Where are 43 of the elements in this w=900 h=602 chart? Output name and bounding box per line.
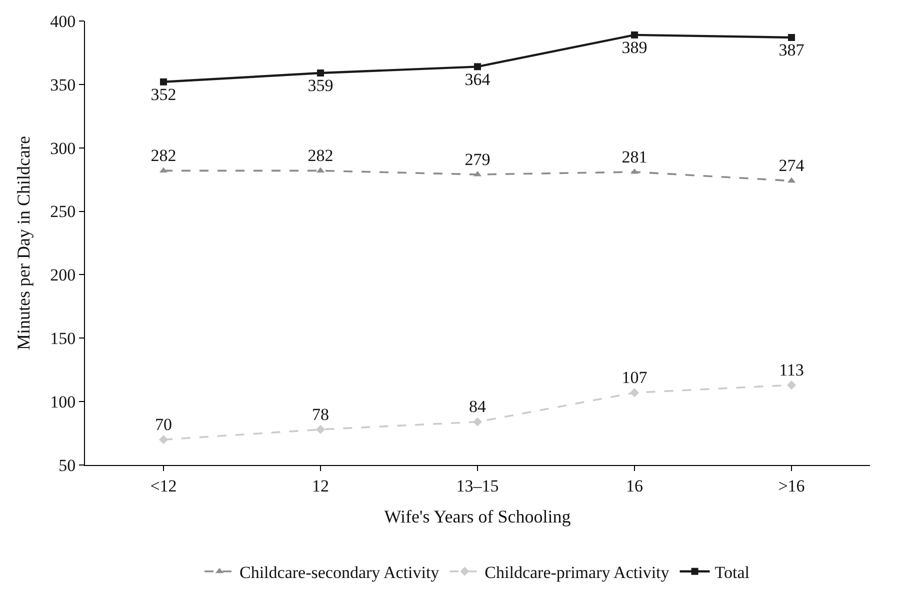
x-tick-label: 13–15: [456, 476, 499, 496]
data-label: 78: [312, 404, 329, 424]
x-axis-title: Wife's Years of Schooling: [384, 506, 571, 526]
data-label: 282: [308, 146, 334, 166]
x-tick-label: 16: [626, 476, 643, 496]
y-tick-label: 400: [50, 12, 76, 31]
point: [630, 388, 640, 398]
data-label: 364: [464, 70, 491, 89]
point: [631, 31, 638, 38]
data-label: 282: [150, 146, 176, 166]
data-label: 107: [622, 368, 648, 388]
point: [474, 63, 481, 70]
x-tick-label: <12: [150, 476, 177, 496]
point: [788, 34, 795, 41]
data-label: 281: [622, 147, 648, 166]
point: [472, 417, 482, 426]
legend-label: Total: [714, 562, 750, 582]
data-label: 70: [155, 415, 172, 434]
data-label: 274: [778, 156, 805, 176]
y-tick-label: 50: [58, 456, 76, 475]
point: [317, 70, 324, 77]
data-label: 389: [622, 38, 648, 58]
legend-label: Childcare-primary Activity: [484, 562, 670, 582]
data-label: 387: [778, 40, 805, 60]
data-label: 352: [150, 85, 176, 104]
legend-label: Childcare-secondary Activity: [240, 562, 440, 582]
y-tick-label: 350: [50, 75, 76, 94]
point: [160, 78, 167, 86]
data-label: 113: [779, 360, 804, 380]
point: [158, 435, 168, 444]
data-label: 84: [469, 397, 486, 416]
y-tick-label: 250: [50, 202, 76, 222]
data-label: 279: [464, 150, 490, 169]
x-tick-label: 12: [312, 476, 329, 496]
y-tick-label: 100: [50, 392, 76, 412]
data-label: 359: [308, 76, 334, 96]
y-axis-title: Minutes per Day in Childcare: [13, 136, 34, 350]
point: [316, 424, 326, 434]
point: [786, 380, 796, 390]
y-tick-label: 150: [50, 329, 76, 348]
x-tick-label: >16: [778, 476, 805, 496]
y-tick-label: 300: [50, 138, 76, 158]
y-tick-label: 200: [50, 266, 76, 285]
